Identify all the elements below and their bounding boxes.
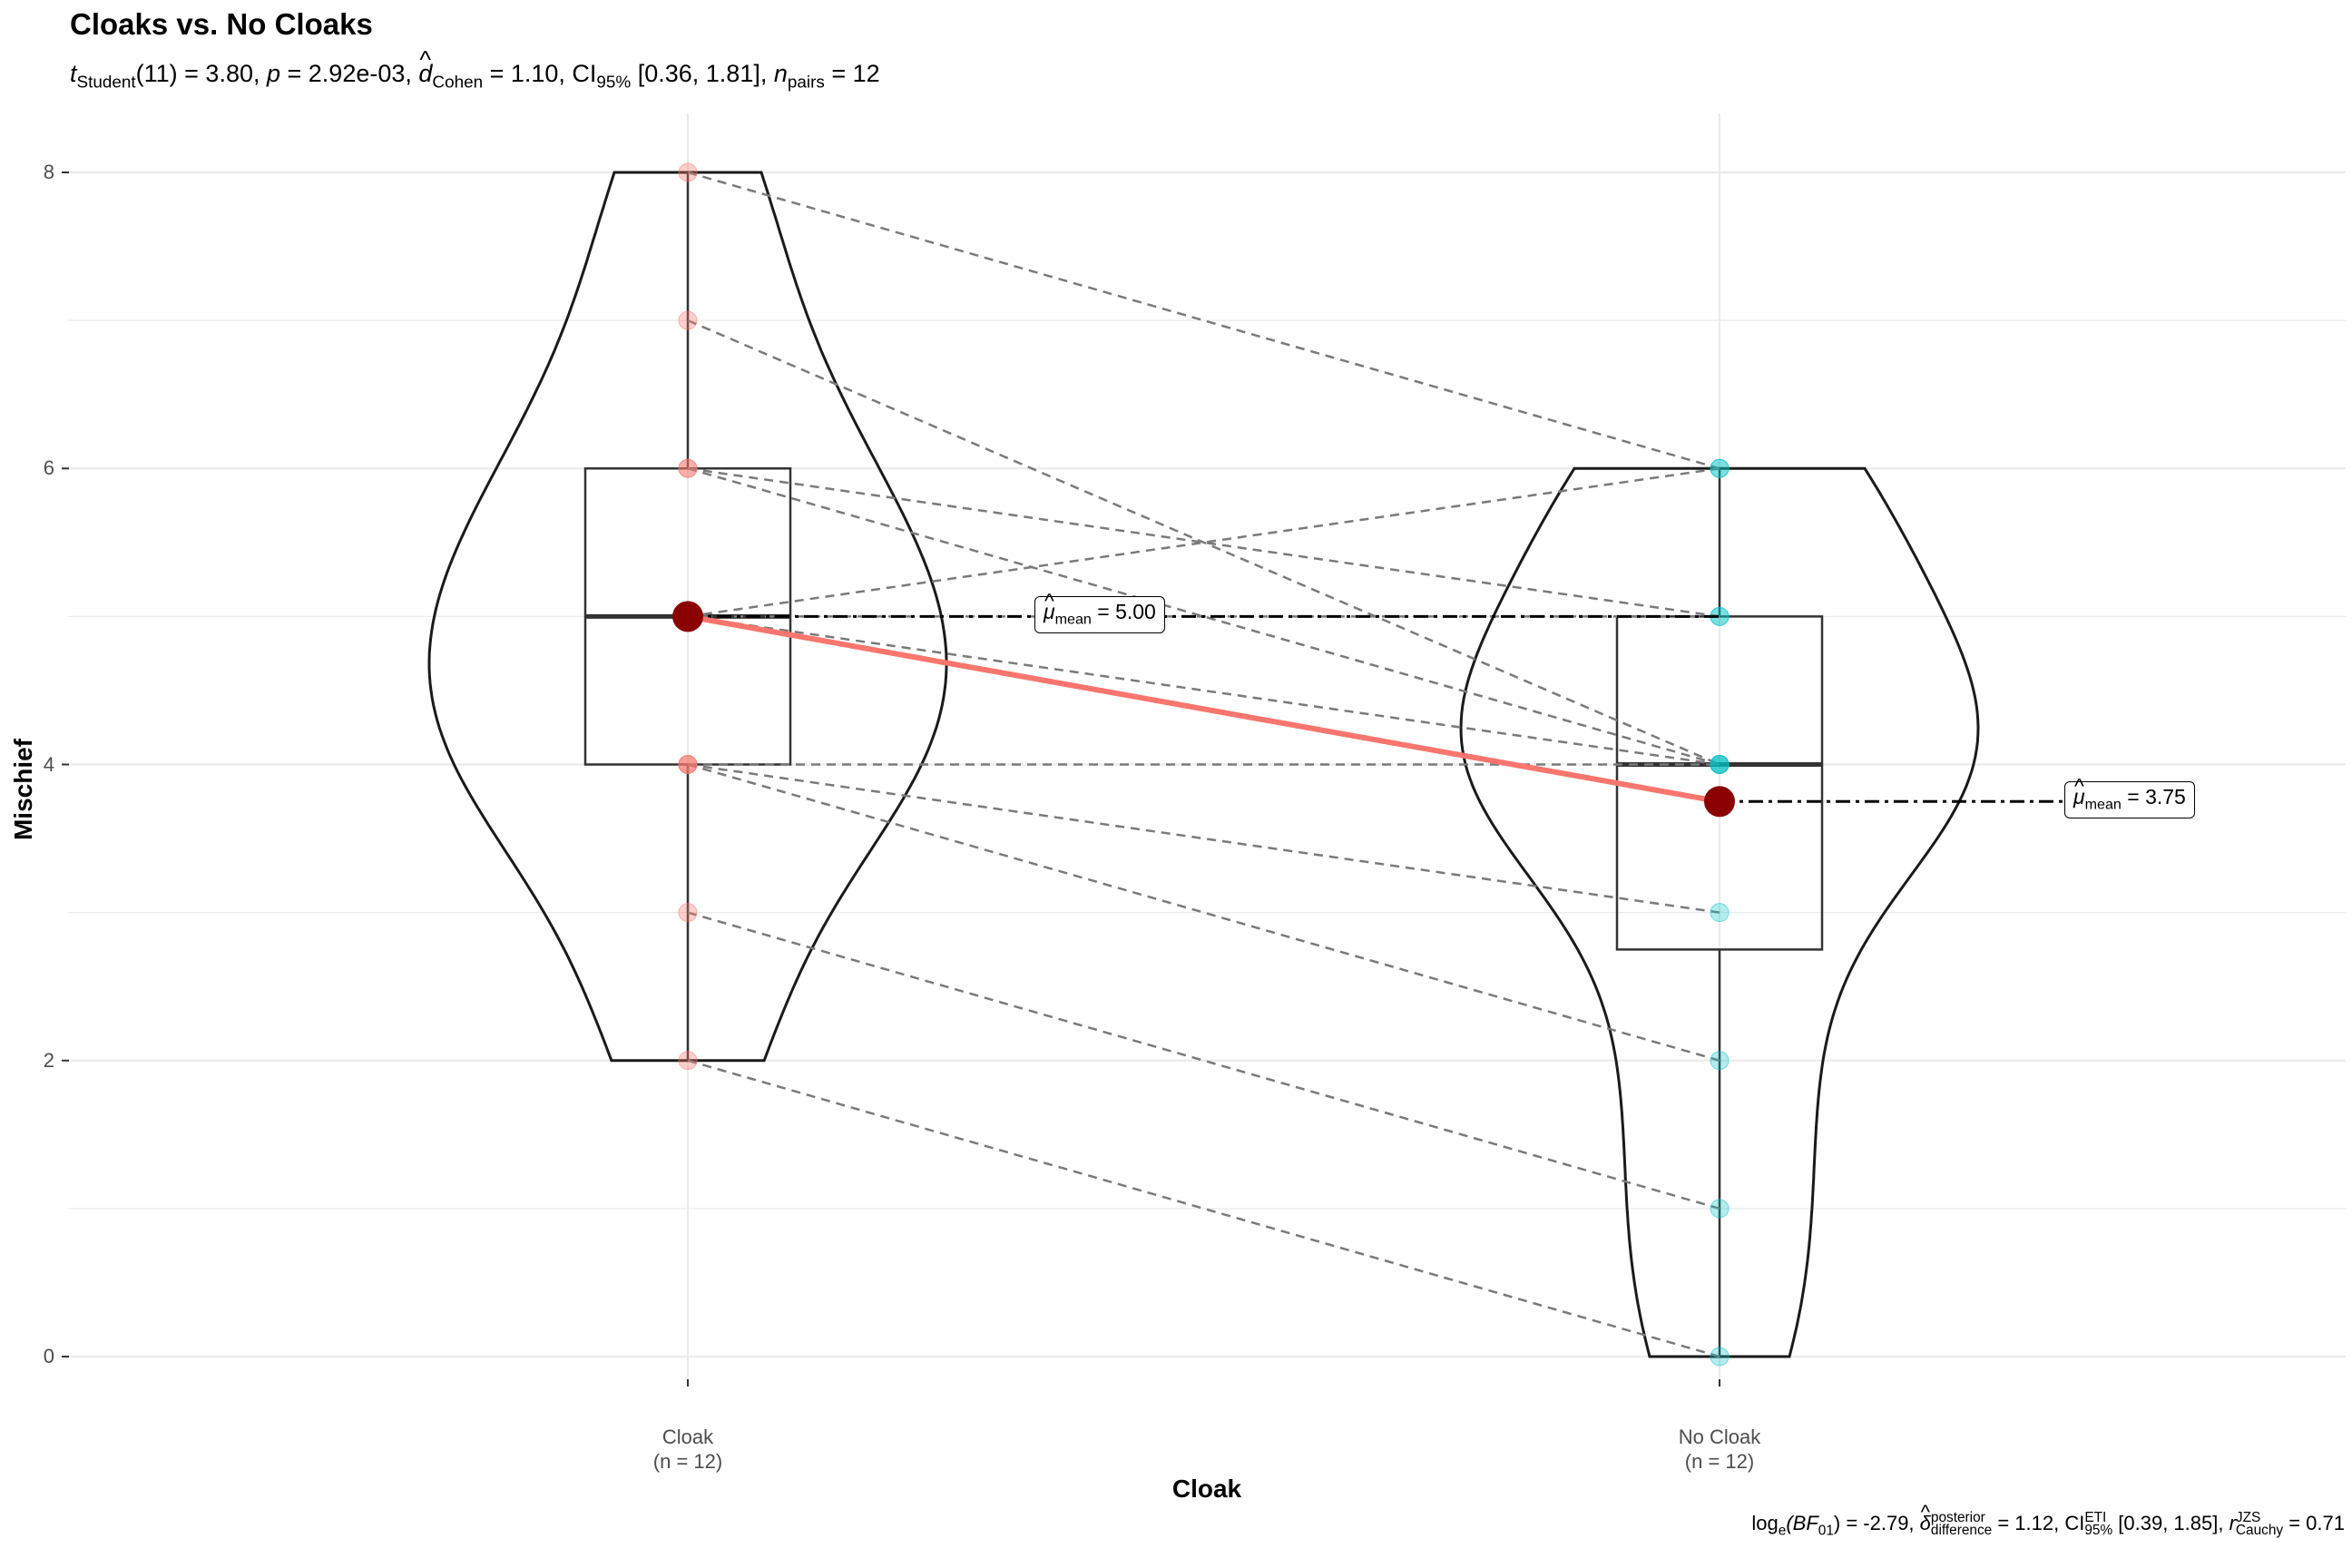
chart-title: Cloaks vs. No Cloaks — [70, 7, 373, 41]
point-no-cloak — [1710, 1051, 1730, 1071]
mean-label-1: μmean = 5.00 — [1034, 589, 1165, 633]
chart-subtitle: tStudent(11) = 3.80, p = 2.92e-03, dCohe… — [70, 46, 880, 93]
point-cloak — [678, 1051, 698, 1071]
point-cloak — [678, 755, 698, 774]
pair-line — [687, 763, 1720, 914]
pair-line — [687, 467, 1720, 618]
point-cloak — [678, 162, 698, 182]
mean-subscript: mean — [1054, 612, 1092, 628]
point-no-cloak — [1710, 1199, 1730, 1219]
mean-symbol: μ — [2073, 774, 2085, 809]
point-cloak — [678, 458, 698, 478]
pair-line — [687, 467, 1720, 618]
point-no-cloak — [1710, 458, 1730, 478]
category-name: No Cloak — [1678, 1426, 1761, 1448]
mean-value: = 3.75 — [2121, 785, 2186, 809]
mean-point-2 — [1704, 786, 1735, 818]
point-no-cloak — [1710, 903, 1730, 923]
mean-point-1 — [672, 601, 703, 632]
point-cloak — [678, 903, 698, 923]
category-count: (n = 12) — [652, 1450, 723, 1473]
x-axis-label: Cloak — [1171, 1475, 1242, 1503]
mean-value: = 5.00 — [1091, 600, 1156, 624]
x-tick-label: No Cloak (n = 12) — [1629, 1425, 1810, 1474]
mean-symbol: μ — [1044, 589, 1055, 624]
y-tick-label: 2 — [43, 1048, 54, 1072]
chart-caption: loge(BF01) = -2.79, δposteriordifference… — [1751, 1501, 2345, 1539]
pair-line — [687, 318, 1720, 766]
pair-line — [687, 615, 1720, 766]
y-tick-label: 6 — [43, 456, 54, 480]
y-tick-label: 8 — [43, 161, 54, 183]
mean-subscript: mean — [2084, 796, 2122, 813]
point-no-cloak — [1710, 1347, 1730, 1367]
category-name: Cloak — [662, 1426, 714, 1448]
point-no-cloak — [1710, 755, 1730, 774]
mean-label-2: μmean = 3.75 — [2064, 774, 2195, 818]
y-tick-label: 4 — [43, 752, 54, 776]
y-tick-label: 0 — [43, 1345, 54, 1367]
category-count: (n = 12) — [1684, 1450, 1755, 1473]
mean-connector — [687, 613, 1720, 805]
x-tick-label: Cloak (n = 12) — [597, 1425, 779, 1474]
point-cloak — [678, 310, 698, 330]
violin-2 — [1459, 466, 1980, 1358]
violin-1 — [427, 171, 948, 1063]
